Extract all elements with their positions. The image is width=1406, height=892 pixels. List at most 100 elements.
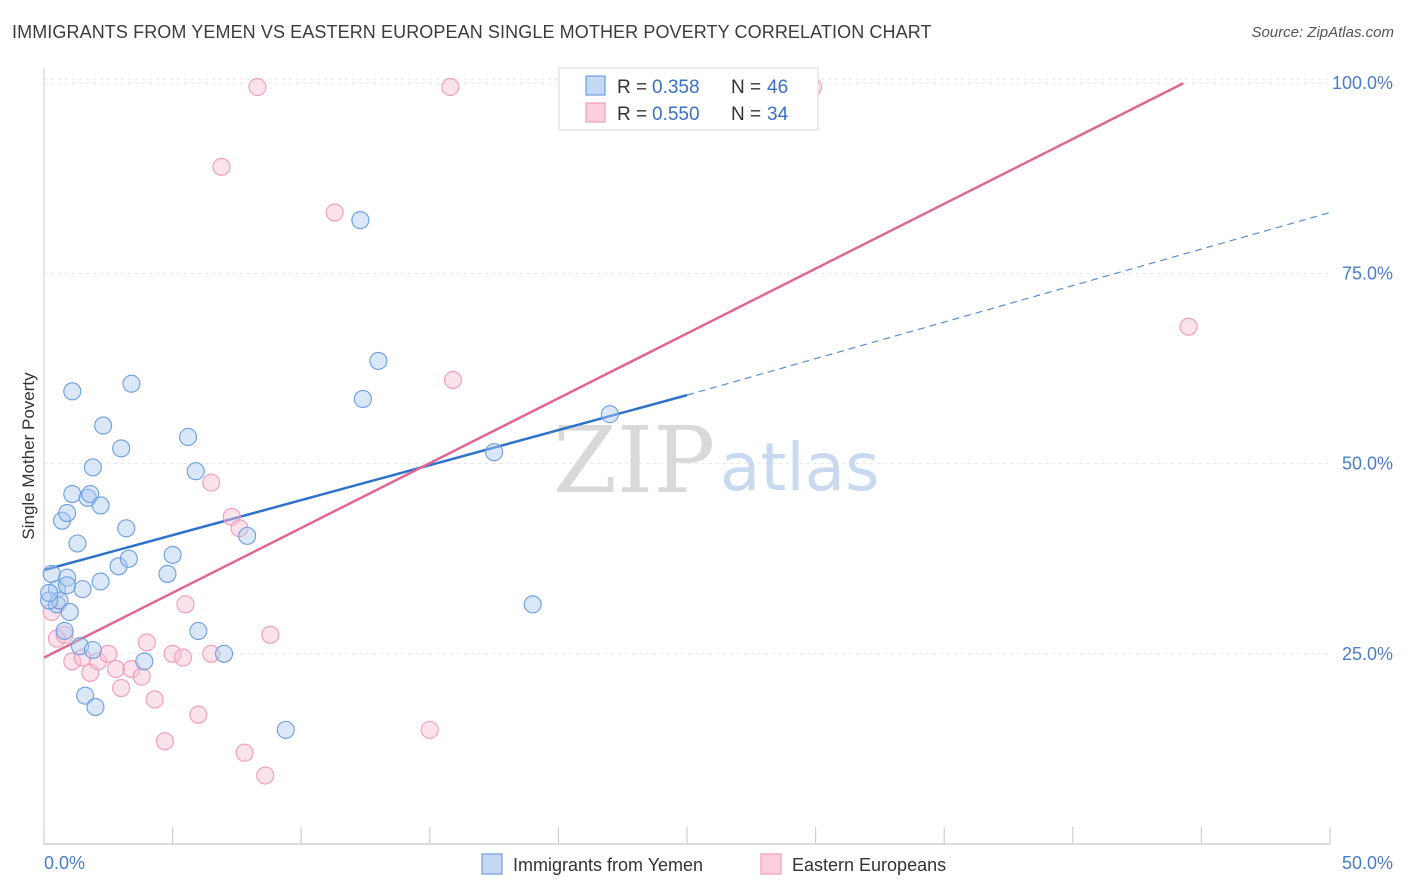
legend-n-label-yemen: N =: [731, 77, 761, 98]
point-eastern: [443, 370, 462, 389]
point-eastern: [155, 732, 174, 751]
point-yemen: [117, 519, 136, 538]
point-yemen: [276, 720, 295, 739]
point-yemen: [40, 583, 59, 602]
point-eastern: [145, 690, 164, 709]
point-yemen: [214, 644, 234, 663]
x-tick-label-min: 0.0%: [44, 853, 85, 873]
point-eastern: [189, 705, 208, 724]
watermark-zip: ZIP: [553, 407, 715, 514]
point-yemen: [73, 580, 92, 599]
point-eastern: [73, 648, 92, 667]
point-yemen: [91, 572, 110, 591]
legend-box: R = 0.358 N = 46 R = 0.550 N = 34: [558, 67, 819, 131]
gridlines: [44, 78, 1330, 655]
x-ticks: [43, 827, 1331, 844]
watermark-atlas: atlas: [720, 429, 880, 506]
bottom-legend-label-eastern: Eastern Europeans: [792, 855, 946, 875]
legend-swatch-yemen: [585, 75, 606, 96]
point-yemen: [50, 591, 69, 610]
point-yemen: [351, 211, 370, 230]
point-yemen: [186, 462, 205, 481]
legend-n-value-eastern: 34: [767, 104, 789, 125]
point-eastern: [1179, 317, 1198, 336]
legend-r-value-eastern: 0.550: [652, 104, 700, 125]
legend-n-label-eastern: N =: [731, 104, 761, 125]
point-yemen: [86, 698, 105, 717]
point-yemen: [600, 405, 619, 424]
point-eastern: [88, 652, 108, 671]
point-yemen: [109, 557, 128, 576]
point-yemen: [83, 458, 102, 477]
point-eastern: [112, 678, 131, 698]
point-eastern: [212, 157, 231, 176]
point-yemen: [76, 686, 95, 705]
legend-r-value-yemen: 0.358: [652, 77, 700, 98]
point-eastern: [261, 625, 280, 644]
watermark: ZIP atlas: [553, 407, 880, 514]
point-yemen: [40, 591, 59, 610]
y-tick-label: 25.0%: [1342, 644, 1393, 664]
bottom-legend-label-yemen: Immigrants from Yemen: [513, 855, 703, 875]
point-eastern: [325, 203, 344, 222]
point-yemen: [94, 416, 113, 435]
data-points: [40, 77, 1198, 785]
legend-n-value-yemen: 46: [767, 77, 788, 98]
point-yemen: [58, 504, 77, 523]
point-yemen: [83, 640, 102, 660]
point-eastern: [163, 644, 182, 663]
y-tick-label: 75.0%: [1342, 263, 1393, 283]
point-eastern: [230, 519, 249, 538]
point-yemen: [42, 564, 61, 583]
point-yemen: [58, 568, 77, 587]
point-yemen: [369, 351, 388, 370]
legend-swatch-eastern: [585, 102, 606, 123]
trend-lines: [43, 82, 1331, 659]
point-yemen: [189, 621, 208, 641]
point-yemen: [60, 602, 79, 622]
legend-r-label-eastern: R =: [617, 104, 647, 125]
point-eastern: [106, 659, 126, 679]
point-yemen: [523, 595, 542, 614]
x-tick-label-max: 50.0%: [1342, 853, 1393, 873]
trend-line-yemen: [43, 393, 688, 572]
point-yemen: [68, 534, 87, 553]
point-yemen: [112, 439, 131, 458]
point-yemen: [55, 621, 74, 641]
y-tick-labels: 25.0% 50.0% 75.0% 100.0%: [1332, 73, 1393, 664]
chart-title: IMMIGRANTS FROM YEMEN VS EASTERN EUROPEA…: [12, 22, 932, 42]
point-yemen: [58, 576, 77, 595]
bottom-legend-swatch-yemen: [481, 853, 503, 875]
point-eastern: [173, 648, 192, 667]
point-eastern: [441, 77, 460, 97]
point-eastern: [137, 633, 156, 652]
point-eastern: [202, 473, 221, 492]
trend-line-eastern: [43, 82, 1184, 659]
point-eastern: [176, 595, 195, 614]
point-eastern: [55, 625, 74, 644]
point-eastern: [235, 743, 254, 762]
y-tick-label: 100.0%: [1332, 73, 1393, 93]
point-yemen: [485, 443, 504, 462]
point-eastern: [132, 667, 151, 686]
trend-line-yemen-extension: [686, 211, 1331, 396]
bottom-legend: Immigrants from Yemen Eastern Europeans: [481, 853, 946, 875]
point-yemen: [81, 484, 100, 504]
point-yemen: [63, 382, 82, 401]
point-eastern: [248, 77, 267, 97]
point-yemen: [63, 484, 82, 504]
point-yemen: [91, 496, 110, 515]
legend-r-label-yemen: R =: [617, 77, 647, 98]
point-yemen: [178, 427, 198, 447]
point-yemen: [135, 652, 154, 671]
y-axis-label: Single Mother Poverty: [19, 372, 38, 540]
point-eastern: [256, 766, 275, 785]
point-eastern: [420, 720, 439, 739]
point-yemen: [119, 549, 138, 568]
point-yemen: [238, 526, 257, 545]
point-yemen: [163, 545, 182, 564]
point-yemen: [122, 374, 141, 393]
chart-source: Source: ZipAtlas.com: [1251, 24, 1394, 41]
point-eastern: [63, 652, 82, 671]
